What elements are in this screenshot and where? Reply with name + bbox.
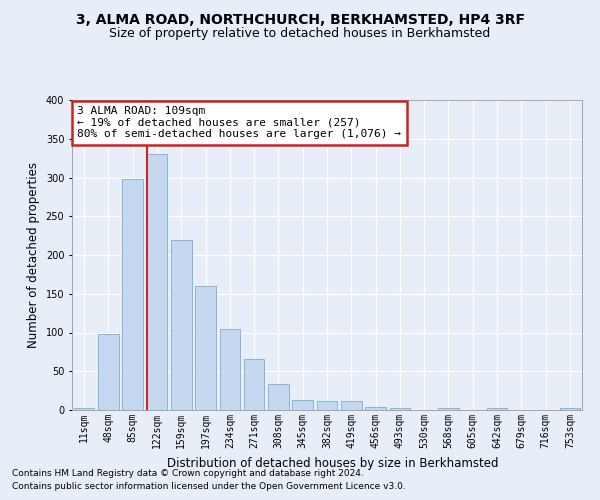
Bar bbox=[244, 359, 265, 410]
Text: Contains public sector information licensed under the Open Government Licence v3: Contains public sector information licen… bbox=[12, 482, 406, 491]
Text: 3 ALMA ROAD: 109sqm
← 19% of detached houses are smaller (257)
80% of semi-detac: 3 ALMA ROAD: 109sqm ← 19% of detached ho… bbox=[77, 106, 401, 140]
Bar bbox=[365, 407, 386, 410]
Text: Distribution of detached houses by size in Berkhamsted: Distribution of detached houses by size … bbox=[167, 458, 499, 470]
Bar bbox=[122, 179, 143, 410]
Bar bbox=[220, 328, 240, 410]
Bar bbox=[292, 400, 313, 410]
Bar bbox=[438, 408, 459, 410]
Text: Contains HM Land Registry data © Crown copyright and database right 2024.: Contains HM Land Registry data © Crown c… bbox=[12, 468, 364, 477]
Y-axis label: Number of detached properties: Number of detached properties bbox=[27, 162, 40, 348]
Bar bbox=[74, 408, 94, 410]
Text: Size of property relative to detached houses in Berkhamsted: Size of property relative to detached ho… bbox=[109, 28, 491, 40]
Bar bbox=[146, 154, 167, 410]
Bar bbox=[389, 408, 410, 410]
Bar bbox=[268, 384, 289, 410]
Bar bbox=[195, 286, 216, 410]
Bar bbox=[341, 402, 362, 410]
Text: 3, ALMA ROAD, NORTHCHURCH, BERKHAMSTED, HP4 3RF: 3, ALMA ROAD, NORTHCHURCH, BERKHAMSTED, … bbox=[76, 12, 524, 26]
Bar bbox=[171, 240, 191, 410]
Bar bbox=[560, 408, 580, 410]
Bar bbox=[487, 408, 508, 410]
Bar bbox=[317, 402, 337, 410]
Bar bbox=[98, 334, 119, 410]
